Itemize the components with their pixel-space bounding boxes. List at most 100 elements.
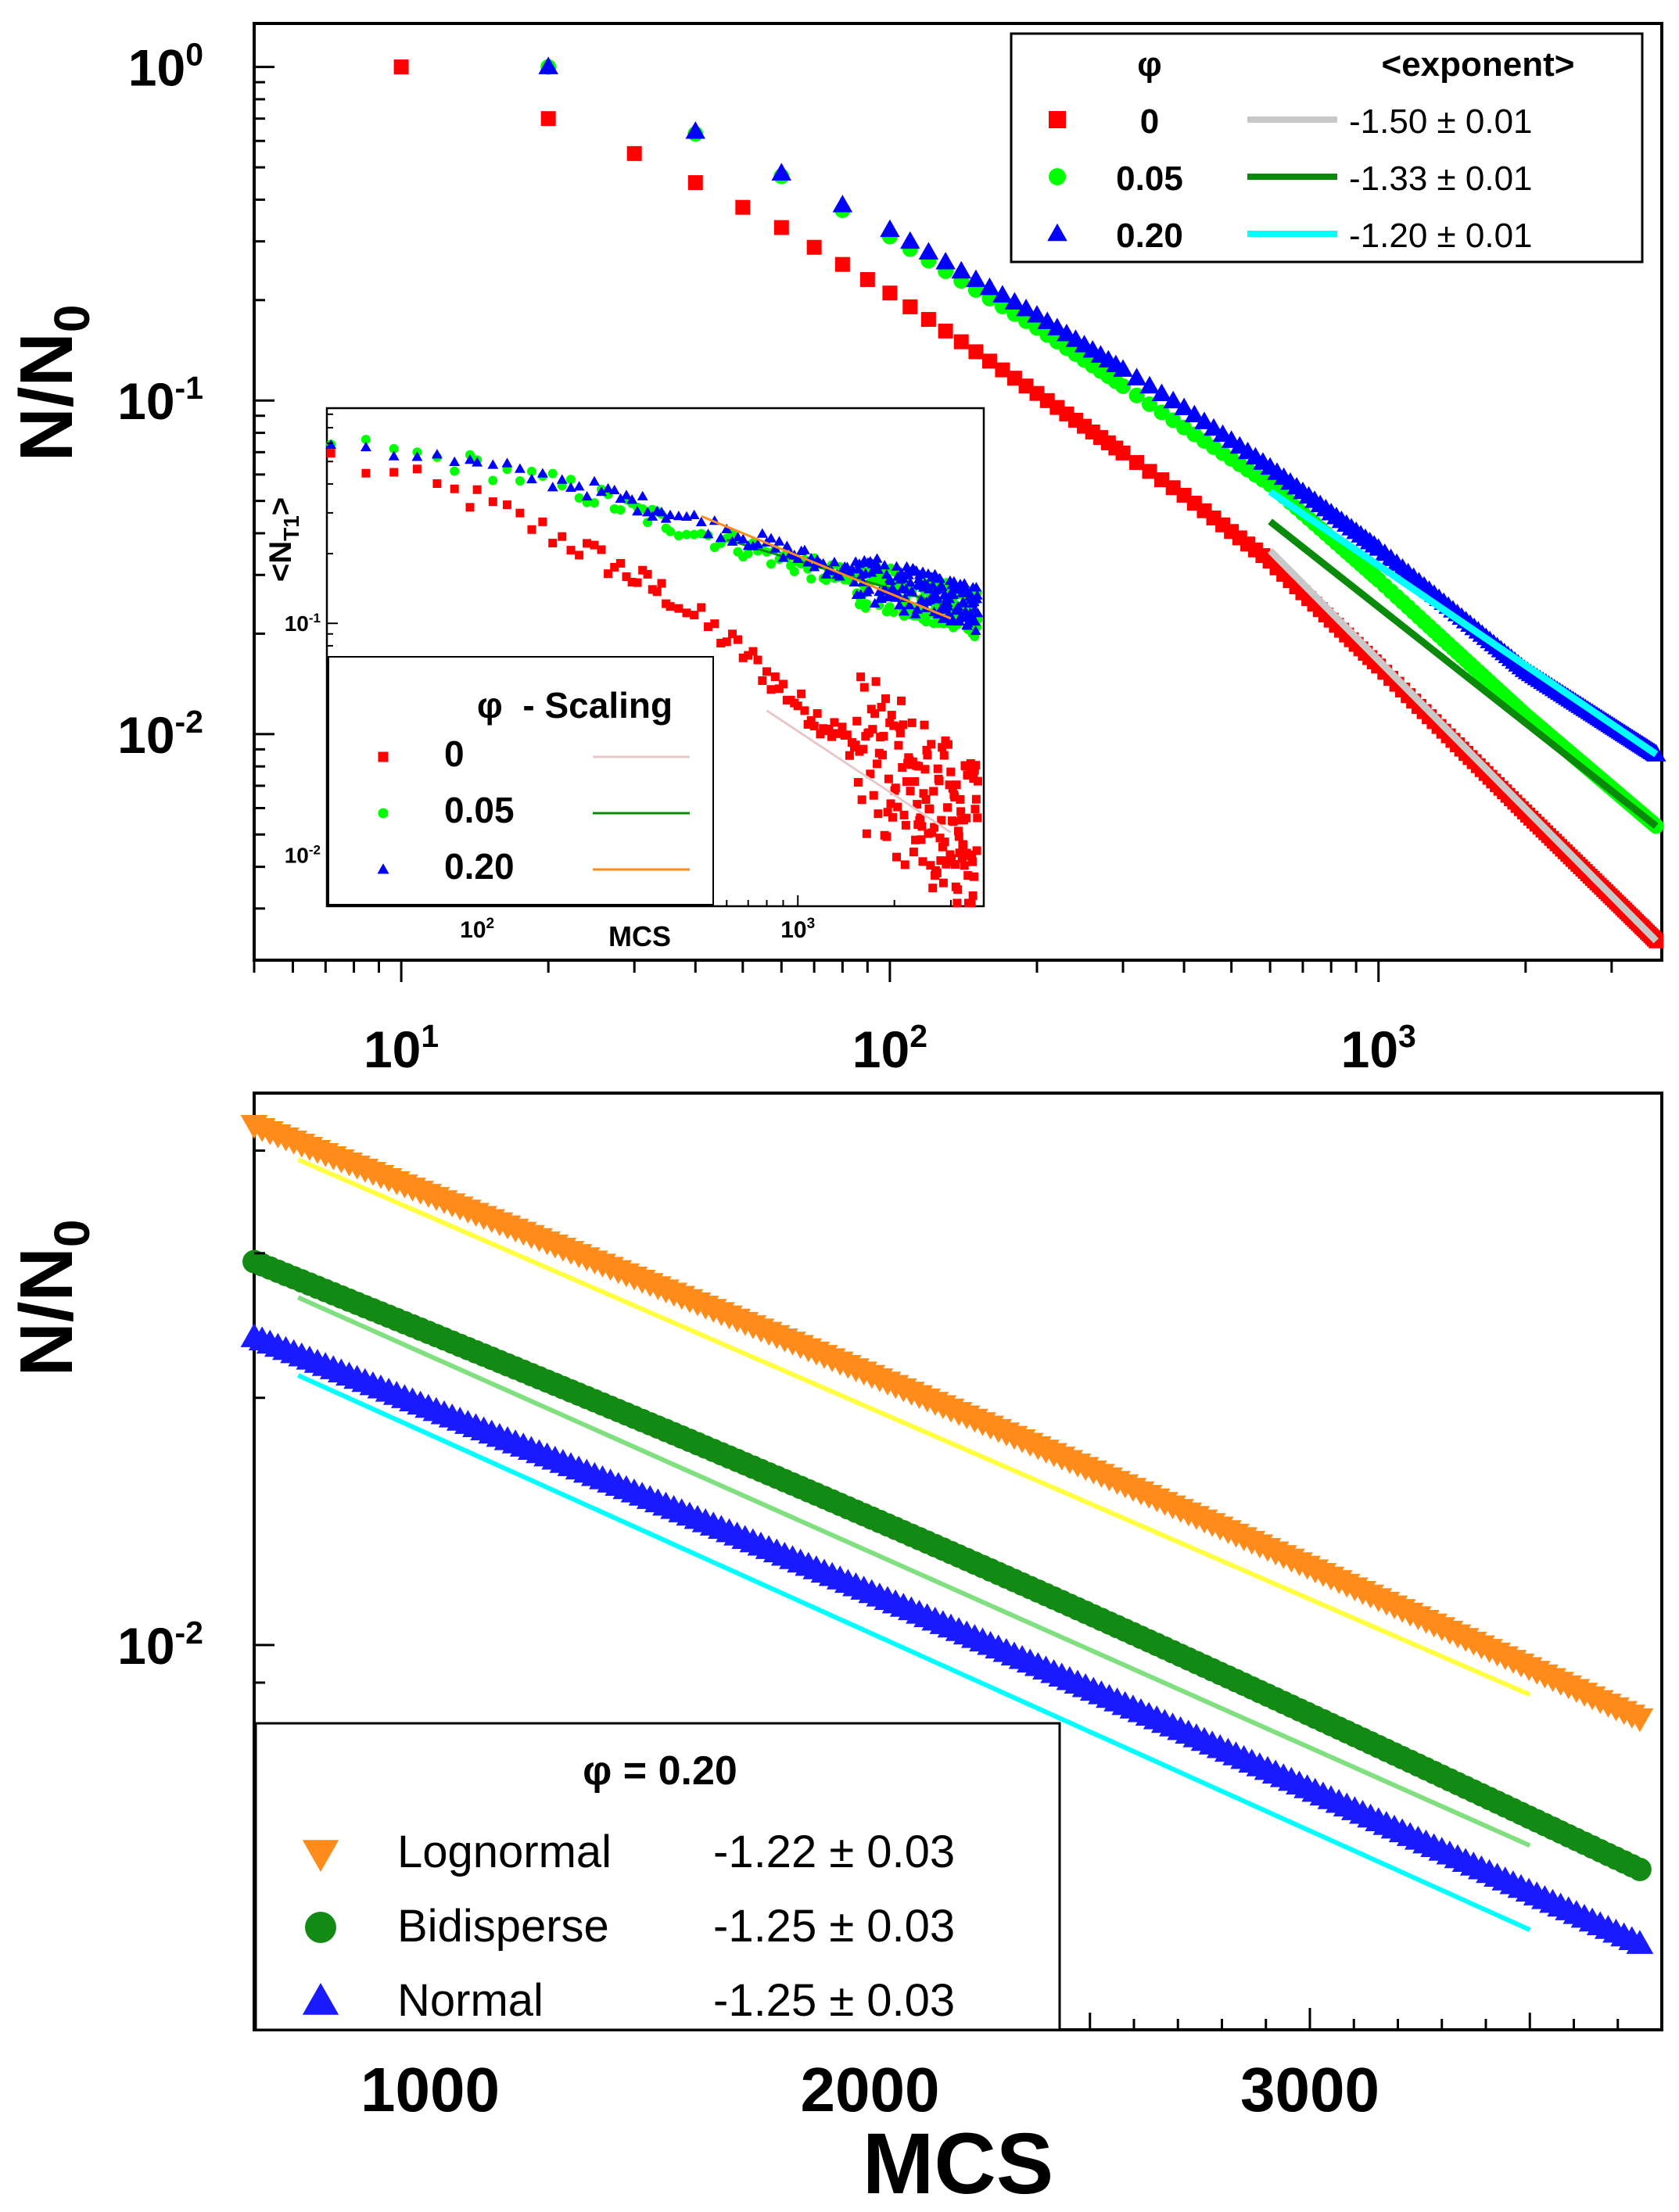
top-point-0 bbox=[687, 175, 703, 191]
inset-point-0.20 bbox=[798, 544, 810, 554]
inset-point-0.20 bbox=[970, 615, 981, 626]
inset-point-0 bbox=[950, 792, 960, 801]
inset-fit-line-0 bbox=[766, 709, 952, 834]
inset-point-0.20 bbox=[948, 590, 960, 600]
inset-point-0.20 bbox=[726, 536, 738, 546]
bottom-x-tick-label: 2000 bbox=[801, 2055, 940, 2124]
bottom-legend-marker-Normal bbox=[302, 1983, 339, 2015]
inset-point-0 bbox=[935, 776, 944, 786]
inset-point-0 bbox=[728, 629, 737, 639]
inset-point-0 bbox=[936, 856, 945, 866]
inset-legend: φ - Scaling 0 0.05 0.20 bbox=[328, 656, 714, 905]
inset-point-0 bbox=[899, 810, 909, 819]
inset-point-0.20 bbox=[449, 456, 461, 466]
inset-point-0 bbox=[816, 730, 825, 739]
inset-point-0 bbox=[766, 685, 776, 694]
top-point-0.20 bbox=[771, 163, 792, 181]
inset-legend-phi-0.05: 0.05 bbox=[444, 790, 515, 830]
inset-point-0 bbox=[955, 848, 964, 858]
inset-point-0.20 bbox=[465, 454, 475, 464]
bottom-axes: 10-2 1000 2000 3000 bbox=[117, 1149, 1620, 2124]
inset-point-0 bbox=[961, 813, 970, 823]
inset-point-0 bbox=[953, 898, 962, 908]
inset-point-0.20 bbox=[883, 589, 895, 600]
bottom-fit-line-Lognormal bbox=[297, 1157, 1531, 1698]
inset-point-0.20 bbox=[959, 578, 970, 588]
top-point-0.20 bbox=[900, 231, 920, 249]
inset-point-0.20 bbox=[431, 449, 443, 459]
inset-point-0 bbox=[882, 832, 892, 841]
bottom-legend-marker-Bidisperse bbox=[305, 1912, 336, 1943]
inset-point-0 bbox=[835, 729, 845, 738]
bottom-fit-line-Bidisperse bbox=[297, 1295, 1531, 1848]
inset-point-0 bbox=[968, 891, 978, 901]
inset-point-0 bbox=[877, 751, 887, 760]
inset-point-0.20 bbox=[472, 457, 483, 467]
inset-point-0 bbox=[921, 794, 931, 804]
inset-point-0.20 bbox=[902, 569, 914, 579]
inset-point-0.20 bbox=[388, 450, 400, 461]
inset-point-0 bbox=[738, 653, 748, 662]
top-point-0 bbox=[953, 334, 969, 350]
inset-point-0 bbox=[870, 709, 880, 719]
inset-point-0.20 bbox=[954, 615, 966, 626]
inset-point-0.05 bbox=[673, 531, 683, 541]
inset-legend-marker-0.05 bbox=[378, 808, 389, 819]
top-point-0 bbox=[1006, 371, 1022, 386]
inset-point-0 bbox=[895, 728, 905, 737]
inset-point-0 bbox=[971, 794, 981, 804]
top-legend-phi-0.20: 0.20 bbox=[1116, 217, 1183, 255]
inset-point-0 bbox=[851, 740, 860, 750]
top-fit-line-0.05 bbox=[1268, 518, 1659, 830]
inset-point-0 bbox=[939, 751, 949, 760]
inset-point-0.05 bbox=[803, 564, 813, 574]
inset-point-0 bbox=[920, 720, 929, 730]
top-point-0 bbox=[882, 285, 898, 301]
top-point-0.20 bbox=[1037, 311, 1058, 329]
inset-point-0 bbox=[971, 761, 981, 770]
inset-point-0 bbox=[956, 807, 966, 816]
top-point-0 bbox=[393, 59, 409, 75]
inset-y-tick-label: 10-1 bbox=[285, 611, 321, 636]
inset-point-0.20 bbox=[621, 489, 632, 500]
inset-point-0.20 bbox=[656, 507, 667, 517]
inset-point-0.20 bbox=[487, 459, 499, 469]
top-point-0 bbox=[995, 362, 1010, 378]
inset-point-0 bbox=[862, 829, 871, 838]
inset-point-0 bbox=[883, 808, 892, 817]
top-fit-line-0.20 bbox=[1268, 489, 1659, 758]
inset-point-0 bbox=[450, 484, 459, 493]
inset-point-0 bbox=[953, 885, 963, 894]
top-point-0.20 bbox=[951, 260, 971, 279]
inset-point-0 bbox=[622, 572, 631, 582]
inset-point-0.20 bbox=[695, 516, 707, 527]
inset-point-0 bbox=[926, 861, 935, 870]
inset-point-0 bbox=[465, 503, 475, 512]
top-point-0.20 bbox=[966, 269, 986, 288]
top-point-0.20 bbox=[538, 56, 558, 74]
inset-point-0 bbox=[774, 684, 784, 694]
bottom-series-Lognormal bbox=[240, 1114, 1654, 1733]
inset-point-0 bbox=[957, 854, 967, 863]
inset-point-0.20 bbox=[872, 564, 884, 575]
inset-point-0.20 bbox=[855, 589, 866, 599]
top-x-tick-label: 103 bbox=[1341, 1018, 1416, 1078]
top-point-0 bbox=[626, 145, 642, 161]
inset-point-0 bbox=[917, 822, 927, 831]
inset-point-0 bbox=[966, 758, 975, 768]
inset-point-0.05 bbox=[450, 466, 460, 476]
svg-text:<NT1>: <NT1> bbox=[264, 497, 303, 582]
inset-point-0.05 bbox=[689, 529, 699, 540]
top-point-0 bbox=[773, 220, 789, 235]
inset-point-0.20 bbox=[737, 533, 749, 543]
inset-point-0 bbox=[813, 709, 822, 719]
inset-point-0 bbox=[710, 619, 719, 629]
inset-point-0 bbox=[891, 783, 900, 793]
top-y-tick-label: 100 bbox=[128, 37, 203, 97]
top-point-0 bbox=[806, 239, 822, 255]
inset-point-0 bbox=[907, 718, 917, 727]
inset-point-0 bbox=[949, 817, 958, 826]
inset-point-0 bbox=[502, 500, 511, 510]
top-point-0.20 bbox=[1113, 359, 1133, 377]
inset-point-0 bbox=[590, 540, 599, 550]
